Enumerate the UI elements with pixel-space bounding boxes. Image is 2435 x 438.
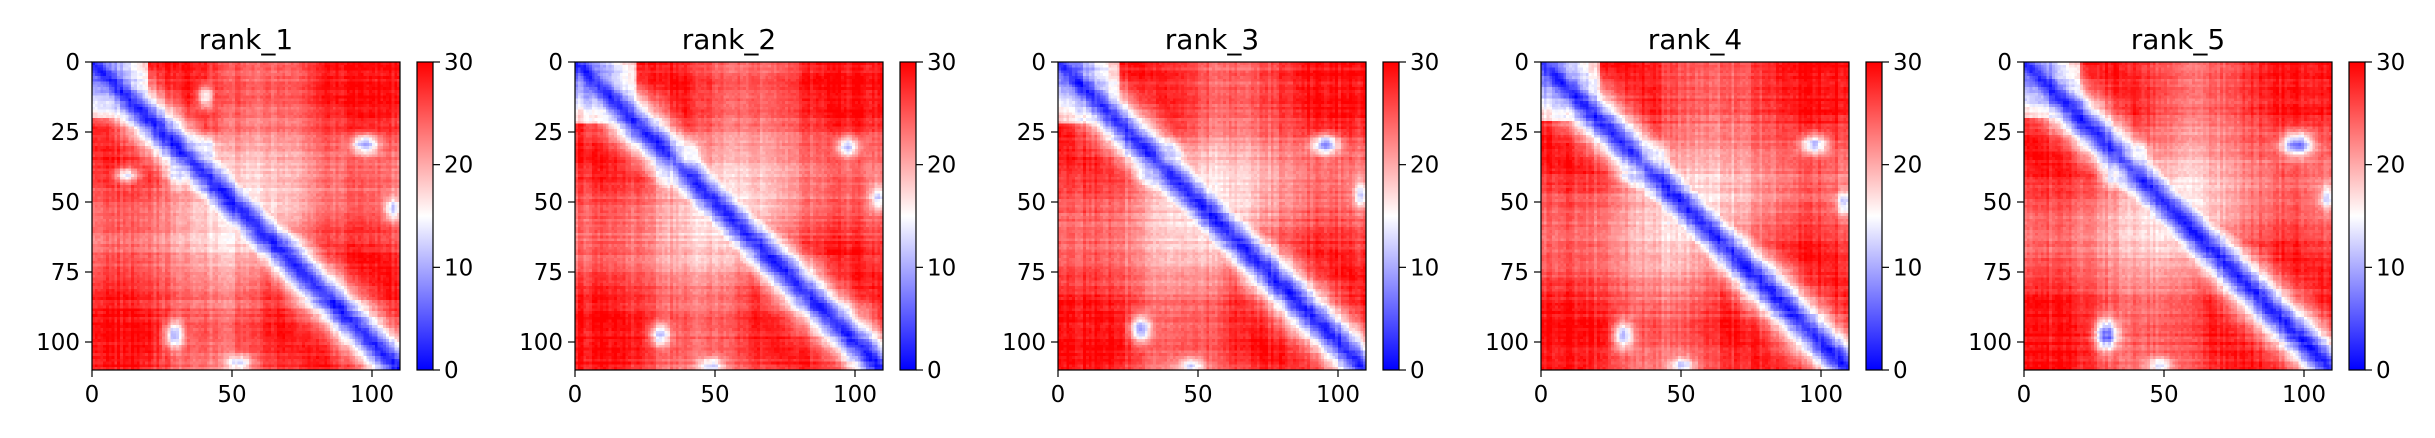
heatmap-image — [2024, 62, 2332, 370]
colorbar-tick-label: 30 — [444, 50, 473, 76]
plot-frame — [1057, 61, 1367, 371]
y-tick-label: 100 — [36, 330, 80, 356]
y-tick-label: 50 — [1983, 190, 2012, 216]
colorbar — [416, 61, 434, 371]
x-tick-label: 100 — [2282, 382, 2326, 408]
y-tick-label: 75 — [1500, 260, 1529, 286]
colorbar-tick-label: 0 — [1893, 358, 1908, 384]
colorbar — [899, 61, 917, 371]
y-tick-label: 75 — [534, 260, 563, 286]
y-tick-label: 50 — [534, 190, 563, 216]
plot-frame — [1540, 61, 1850, 371]
panel-title: rank_3 — [1165, 23, 1259, 56]
y-tick-label: 0 — [1997, 50, 2012, 76]
colorbar-tick-label: 10 — [2376, 255, 2405, 281]
y-tick-label: 100 — [1968, 330, 2012, 356]
colorbar — [1382, 61, 1400, 371]
colorbar-tick-label: 30 — [2376, 50, 2405, 76]
panel-title: rank_5 — [2131, 23, 2225, 56]
heatmap-image — [1058, 62, 1366, 370]
panel-title: rank_1 — [199, 23, 293, 56]
x-tick-label: 50 — [217, 382, 246, 408]
y-tick-label: 25 — [1983, 120, 2012, 146]
colorbar — [1865, 61, 1883, 371]
y-tick-label: 75 — [1017, 260, 1046, 286]
colorbar-tick-label: 0 — [2376, 358, 2391, 384]
x-tick-label: 0 — [568, 382, 583, 408]
colorbar-tick-label: 10 — [1410, 255, 1439, 281]
panel-title: rank_4 — [1648, 23, 1742, 56]
x-tick-label: 100 — [833, 382, 877, 408]
x-tick-label: 50 — [1666, 382, 1695, 408]
panel-title: rank_2 — [682, 23, 776, 56]
x-tick-label: 50 — [2149, 382, 2178, 408]
x-tick-label: 50 — [1183, 382, 1212, 408]
y-tick-label: 75 — [51, 260, 80, 286]
y-tick-label: 100 — [1485, 330, 1529, 356]
y-tick-label: 0 — [548, 50, 563, 76]
colorbar-tick-label: 30 — [1893, 50, 1922, 76]
y-tick-label: 100 — [1002, 330, 1046, 356]
colorbar-tick-label: 10 — [1893, 255, 1922, 281]
y-tick-label: 25 — [51, 120, 80, 146]
x-tick-label: 0 — [1051, 382, 1066, 408]
colorbar-tick-label: 30 — [927, 50, 956, 76]
colorbar-tick-label: 20 — [2376, 153, 2405, 179]
y-tick-label: 50 — [1500, 190, 1529, 216]
colorbar-tick-label: 20 — [927, 153, 956, 179]
plot-frame — [91, 61, 401, 371]
x-tick-label: 0 — [1534, 382, 1549, 408]
colorbar-tick-label: 10 — [444, 255, 473, 281]
x-tick-label: 0 — [85, 382, 100, 408]
colorbar — [2348, 61, 2366, 371]
plot-frame — [574, 61, 884, 371]
heatmap-image — [1541, 62, 1849, 370]
colorbar-tick-label: 0 — [1410, 358, 1425, 384]
y-tick-label: 50 — [1017, 190, 1046, 216]
y-tick-label: 0 — [1031, 50, 1046, 76]
y-tick-label: 50 — [51, 190, 80, 216]
colorbar-tick-label: 0 — [444, 358, 459, 384]
y-tick-label: 75 — [1983, 260, 2012, 286]
y-tick-label: 0 — [1514, 50, 1529, 76]
colorbar-tick-label: 10 — [927, 255, 956, 281]
y-tick-label: 100 — [519, 330, 563, 356]
y-tick-label: 25 — [534, 120, 563, 146]
x-tick-label: 50 — [700, 382, 729, 408]
colorbar-tick-label: 20 — [1410, 153, 1439, 179]
plot-frame — [2023, 61, 2333, 371]
colorbar-tick-label: 0 — [927, 358, 942, 384]
x-tick-label: 100 — [1316, 382, 1360, 408]
y-tick-label: 25 — [1017, 120, 1046, 146]
heatmap-image — [575, 62, 883, 370]
colorbar-tick-label: 20 — [444, 153, 473, 179]
x-tick-label: 100 — [350, 382, 394, 408]
heatmap-image — [92, 62, 400, 370]
y-tick-label: 25 — [1500, 120, 1529, 146]
x-tick-label: 100 — [1799, 382, 1843, 408]
colorbar-tick-label: 30 — [1410, 50, 1439, 76]
y-tick-label: 0 — [65, 50, 80, 76]
colorbar-tick-label: 20 — [1893, 153, 1922, 179]
x-tick-label: 0 — [2017, 382, 2032, 408]
